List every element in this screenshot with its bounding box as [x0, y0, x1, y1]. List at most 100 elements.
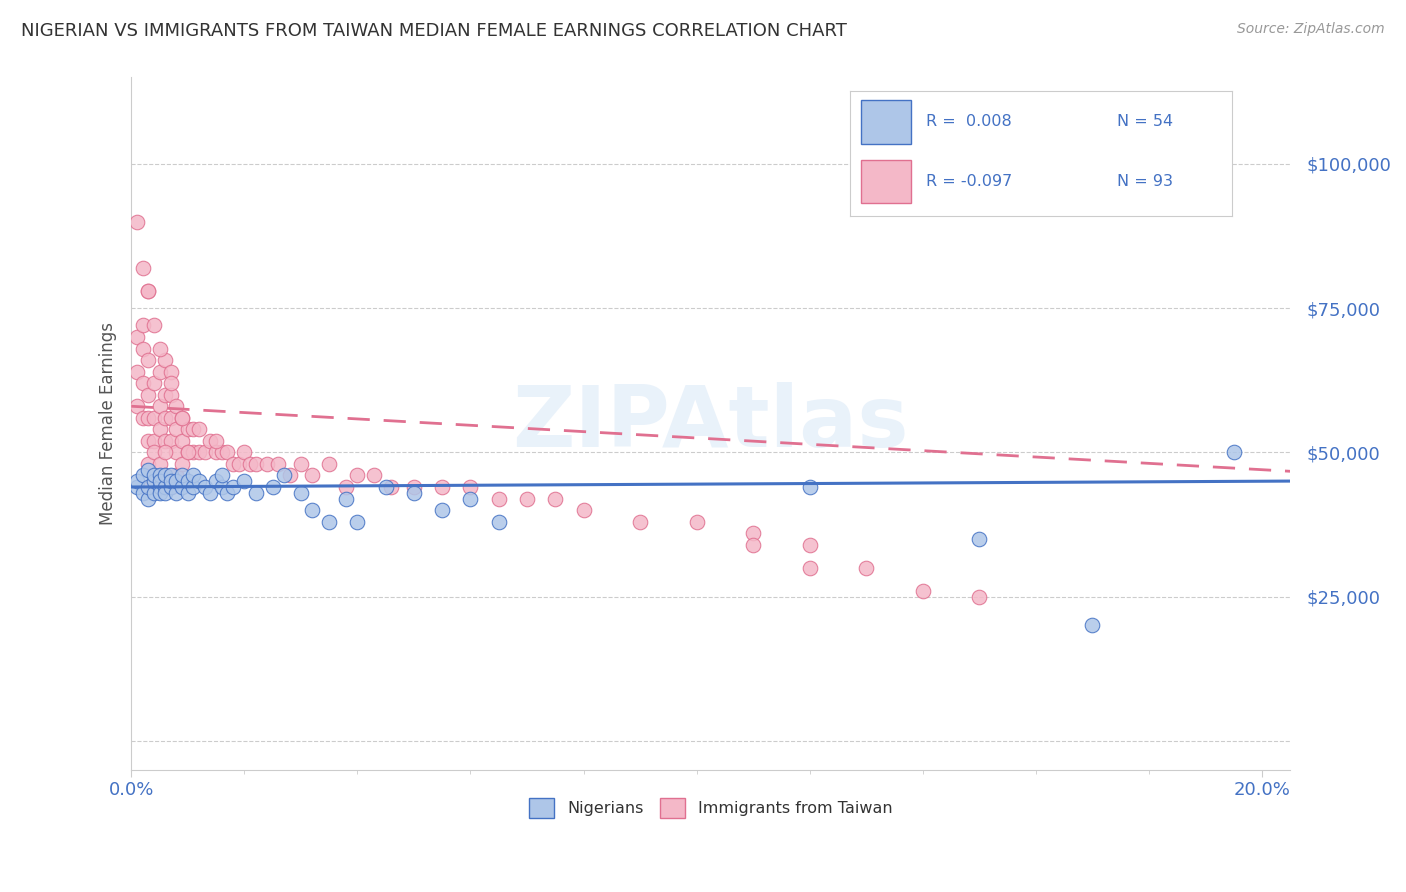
Point — [136, 480, 159, 494]
Point — [544, 491, 567, 506]
Point — [131, 410, 153, 425]
Point — [148, 342, 170, 356]
Point — [572, 503, 595, 517]
Text: Source: ZipAtlas.com: Source: ZipAtlas.com — [1237, 22, 1385, 37]
Point — [131, 342, 153, 356]
Point — [335, 491, 357, 506]
Point — [183, 422, 205, 436]
Point — [166, 485, 188, 500]
Point — [136, 387, 159, 401]
Point — [301, 468, 323, 483]
Point — [799, 480, 821, 494]
Point — [183, 445, 205, 459]
Point — [153, 468, 176, 483]
Text: NIGERIAN VS IMMIGRANTS FROM TAIWAN MEDIAN FEMALE EARNINGS CORRELATION CHART: NIGERIAN VS IMMIGRANTS FROM TAIWAN MEDIA… — [21, 22, 846, 40]
Point — [159, 474, 181, 488]
Point — [153, 410, 176, 425]
Point — [194, 445, 217, 459]
Point — [159, 468, 181, 483]
Point — [125, 365, 148, 379]
Point — [153, 445, 176, 459]
Point — [136, 480, 159, 494]
Point — [159, 387, 181, 401]
Point — [488, 515, 510, 529]
Point — [148, 480, 170, 494]
Point — [153, 480, 176, 494]
Point — [131, 468, 153, 483]
Point — [217, 485, 239, 500]
Point — [742, 526, 765, 541]
Point — [153, 353, 176, 368]
Point — [335, 480, 357, 494]
Point — [239, 457, 262, 471]
Point — [166, 422, 188, 436]
Point — [211, 445, 233, 459]
Point — [142, 445, 165, 459]
Point — [172, 480, 194, 494]
Point — [346, 515, 368, 529]
Point — [1222, 445, 1244, 459]
Point — [205, 445, 228, 459]
Point — [488, 491, 510, 506]
Point — [142, 468, 165, 483]
Point — [148, 480, 170, 494]
Point — [183, 480, 205, 494]
Point — [153, 387, 176, 401]
Point — [166, 474, 188, 488]
Point — [290, 457, 312, 471]
Point — [142, 434, 165, 448]
Point — [142, 474, 165, 488]
Point — [166, 468, 188, 483]
Point — [125, 214, 148, 228]
Point — [290, 485, 312, 500]
Point — [855, 560, 877, 574]
Point — [233, 474, 256, 488]
Point — [262, 480, 284, 494]
Point — [177, 422, 200, 436]
Point — [233, 445, 256, 459]
Point — [278, 468, 301, 483]
Point — [346, 468, 368, 483]
Point — [148, 399, 170, 413]
Point — [183, 468, 205, 483]
Point — [142, 485, 165, 500]
Point — [256, 457, 278, 471]
Point — [148, 422, 170, 436]
Point — [136, 353, 159, 368]
Point — [159, 365, 181, 379]
Point — [172, 434, 194, 448]
Point — [460, 480, 482, 494]
Point — [166, 445, 188, 459]
Point — [188, 422, 211, 436]
Point — [153, 485, 176, 500]
Point — [136, 457, 159, 471]
Point — [153, 468, 176, 483]
Point — [177, 474, 200, 488]
Point — [245, 485, 267, 500]
Point — [142, 410, 165, 425]
Point — [142, 468, 165, 483]
Point — [967, 532, 990, 546]
Point — [172, 410, 194, 425]
Point — [430, 480, 453, 494]
Point — [194, 480, 217, 494]
Point — [142, 318, 165, 333]
Point — [131, 318, 153, 333]
Point — [211, 468, 233, 483]
Point — [402, 485, 425, 500]
Point — [222, 457, 245, 471]
Legend: Nigerians, Immigrants from Taiwan: Nigerians, Immigrants from Taiwan — [523, 792, 898, 824]
Point — [159, 434, 181, 448]
Point — [131, 376, 153, 391]
Point — [380, 480, 402, 494]
Point — [222, 480, 245, 494]
Point — [200, 485, 222, 500]
Point — [211, 480, 233, 494]
Point — [188, 474, 211, 488]
Point — [136, 434, 159, 448]
Point — [159, 480, 181, 494]
Point — [177, 445, 200, 459]
Y-axis label: Median Female Earnings: Median Female Earnings — [100, 322, 117, 525]
Point — [136, 491, 159, 506]
Point — [125, 480, 148, 494]
